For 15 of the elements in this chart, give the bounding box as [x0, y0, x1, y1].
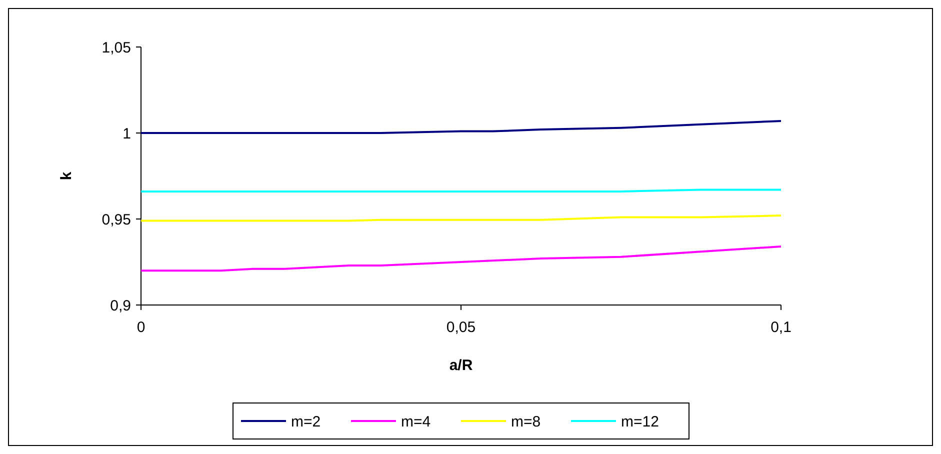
y-tick-label: 1,05: [102, 39, 131, 56]
y-tick-label: 0,9: [110, 297, 131, 314]
y-tick-label: 1: [122, 125, 131, 142]
x-tick-label: 0,1: [770, 319, 792, 336]
x-axis-title: a/R: [449, 357, 473, 374]
line-series: [140, 120, 782, 134]
x-tick-label: 0: [136, 319, 146, 336]
y-tick-label: 0,95: [102, 211, 131, 228]
y-axis-title: k: [58, 171, 75, 180]
legend-label: m=2: [291, 413, 321, 430]
x-tick-label: 0,05: [446, 319, 476, 336]
legend-label: m=12: [621, 413, 659, 430]
legend-label: m=4: [401, 413, 431, 430]
legend-label: m=8: [511, 413, 541, 430]
line-series: [140, 246, 782, 272]
